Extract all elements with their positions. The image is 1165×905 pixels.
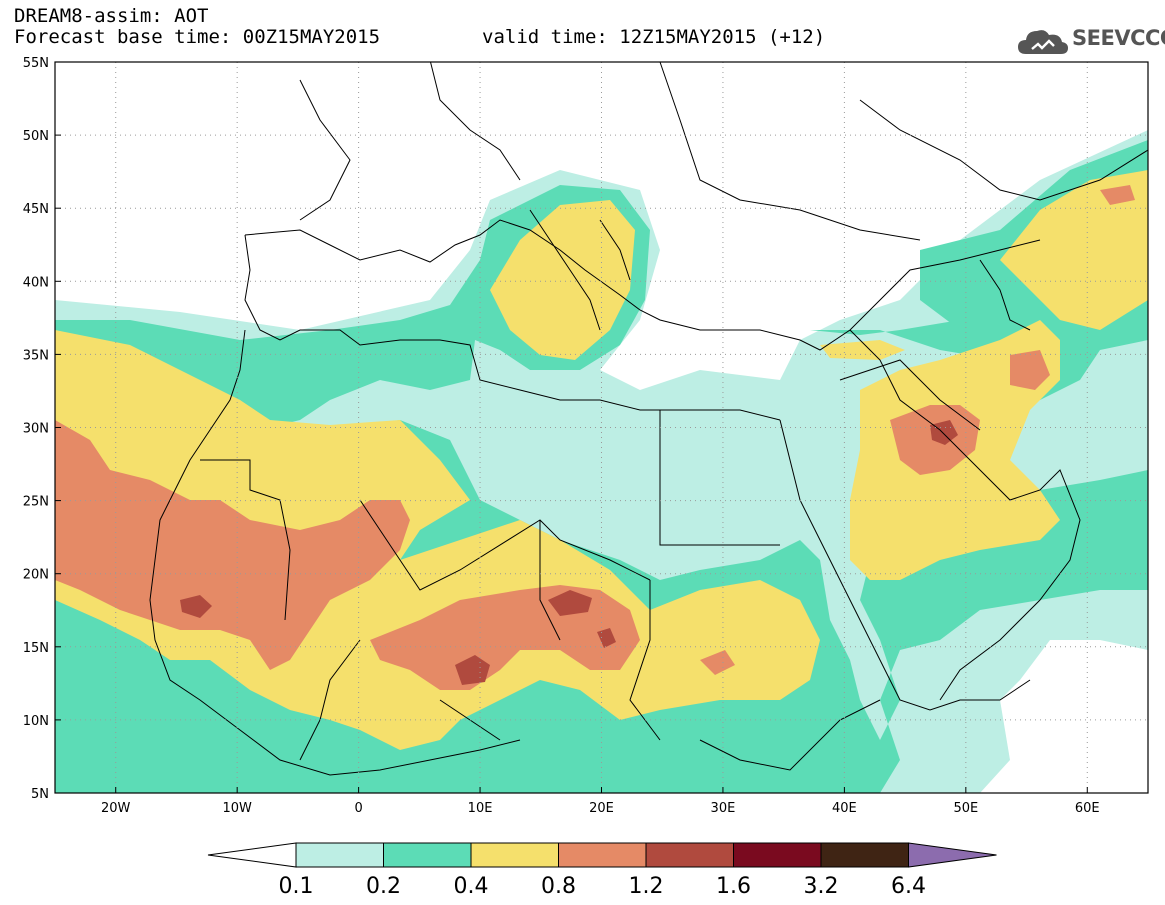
forecast-base-time: Forecast base time: 00Z15MAY2015 bbox=[14, 26, 381, 48]
lon-tick-label: 20W bbox=[101, 801, 131, 816]
lon-tick-label: 60E bbox=[1075, 801, 1100, 816]
coastlines bbox=[149, 62, 1148, 776]
lat-tick-label: 55N bbox=[23, 56, 49, 71]
lat-tick-label: 5N bbox=[31, 787, 49, 802]
aot-band-1.2 bbox=[180, 420, 958, 685]
seevccc-logo: SEEVCCC bbox=[1016, 22, 1165, 58]
lat-tick-label: 50N bbox=[23, 129, 49, 144]
lon-tick-label: 50E bbox=[953, 801, 978, 816]
lon-tick-label: 30E bbox=[711, 801, 736, 816]
longitude-axis: 20W 10W 0 10E 20E 30E 40E 50E 60E bbox=[101, 787, 1100, 816]
graticule bbox=[55, 62, 1148, 793]
cloud-icon bbox=[1018, 30, 1068, 54]
lat-tick-label: 20N bbox=[23, 568, 49, 583]
latitude-axis: 55N 50N 45N 40N 35N 30N 25N 20N 15N 10N 5N bbox=[23, 56, 61, 802]
lat-tick-label: 35N bbox=[23, 348, 49, 363]
lat-tick-label: 45N bbox=[23, 202, 49, 217]
logo-text: SEEVCCC bbox=[1072, 26, 1165, 50]
lat-tick-label: 10N bbox=[23, 714, 49, 729]
lon-tick-label: 40E bbox=[832, 801, 857, 816]
valid-time: valid time: 12Z15MAY2015 (+12) bbox=[482, 26, 826, 48]
lon-tick-label: 20E bbox=[589, 801, 614, 816]
lat-tick-label: 25N bbox=[23, 495, 49, 510]
lat-tick-label: 15N bbox=[23, 641, 49, 656]
map-title: DREAM8-assim: AOT bbox=[14, 5, 209, 27]
lat-tick-label: 40N bbox=[23, 275, 49, 290]
lon-tick-label: 0 bbox=[354, 801, 362, 816]
lat-tick-label: 30N bbox=[23, 422, 49, 437]
lon-tick-label: 10E bbox=[468, 801, 493, 816]
lon-tick-label: 10W bbox=[222, 801, 252, 816]
